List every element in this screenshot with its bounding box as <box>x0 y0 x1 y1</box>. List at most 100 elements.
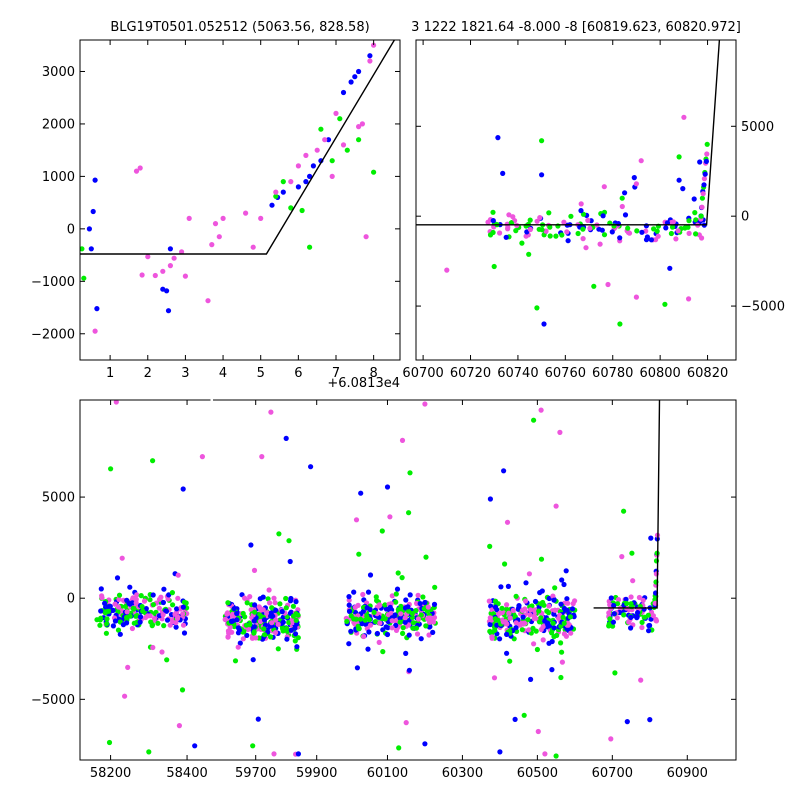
scatter-point <box>699 235 705 241</box>
scatter-point <box>549 667 555 673</box>
scatter-point <box>137 614 144 620</box>
scatter-point <box>149 623 155 629</box>
scatter-point <box>628 614 634 621</box>
scatter-point <box>675 228 681 234</box>
scatter-point <box>380 649 386 655</box>
scatter-point <box>173 624 179 630</box>
scatter-point <box>591 283 597 289</box>
scatter-point <box>383 606 389 612</box>
x-tick-label: 5 <box>257 366 265 381</box>
scatter-point <box>172 611 178 617</box>
scatter-point <box>504 631 510 638</box>
scatter-point-blue <box>280 189 286 195</box>
top-left-title: BLG19T0501.052512 (5063.56, 828.58) <box>110 20 369 35</box>
scatter-point <box>622 190 628 196</box>
scatter-point <box>160 612 166 618</box>
scatter-point <box>536 608 542 614</box>
scatter-point <box>261 626 267 632</box>
scatter-point <box>146 749 152 755</box>
scatter-point <box>150 592 156 598</box>
scatter-point <box>538 626 544 633</box>
scatter-point <box>542 751 548 757</box>
scatter-point-green <box>307 244 313 250</box>
scatter-point <box>558 674 564 681</box>
x-tick-label: 7 <box>332 366 340 381</box>
scatter-point <box>583 245 589 251</box>
model-line <box>416 40 721 226</box>
scatter-point <box>552 585 558 591</box>
scatter-point-green <box>318 126 324 132</box>
scatter-point <box>606 621 612 627</box>
scatter-point <box>271 751 277 757</box>
scatter-point <box>199 454 205 460</box>
scatter-point <box>98 615 104 621</box>
scatter-point <box>662 301 668 307</box>
scatter-point-blue <box>325 137 332 143</box>
scatter-point-pink <box>340 142 347 148</box>
scatter-point <box>237 640 243 646</box>
scatter-point <box>547 224 553 230</box>
scatter-point <box>507 615 513 621</box>
scatter-point <box>559 577 565 583</box>
x-tick-label: 2 <box>144 366 152 381</box>
x-tick-label: 8 <box>370 366 378 381</box>
scatter-point <box>563 633 570 639</box>
scatter-point <box>273 617 279 623</box>
bottom-left-plot-area <box>94 400 205 755</box>
scatter-point <box>181 630 188 636</box>
scatter-point <box>504 519 511 525</box>
top-left-x-offset: +6.0813e4 <box>327 376 400 391</box>
scatter-point <box>224 611 230 617</box>
scatter-point <box>680 186 686 192</box>
scatter-point <box>257 618 264 625</box>
scatter-point <box>519 240 525 246</box>
scatter-point <box>125 664 131 671</box>
x-tick-label: 60720 <box>450 366 491 381</box>
scatter-point <box>546 640 552 646</box>
scatter-point <box>506 212 512 218</box>
scatter-point <box>639 619 645 626</box>
x-tick-label: 60740 <box>497 366 538 381</box>
scatter-point <box>268 610 274 616</box>
scatter-point <box>612 670 618 676</box>
scatter-point <box>617 321 623 327</box>
scatter-point <box>500 170 506 176</box>
top-left-axes: 1 2 3 4 5 6 7 8 −2000 −1000 0 1000 2000 3000 <box>31 40 400 381</box>
scatter-point <box>686 230 692 236</box>
scatter-point <box>250 657 256 663</box>
scatter-point <box>640 597 646 604</box>
scatter-point <box>164 657 170 663</box>
scatter-point <box>432 584 438 590</box>
scatter-point <box>607 602 613 608</box>
scatter-point <box>422 599 428 606</box>
scatter-point <box>387 514 393 520</box>
scatter-point <box>551 597 557 603</box>
scatter-point <box>414 631 421 637</box>
x-tick-label: 60700 <box>402 366 443 381</box>
scatter-point <box>358 490 364 496</box>
scatter-point <box>634 228 640 234</box>
scatter-point <box>375 789 380 794</box>
scatter-point <box>544 620 551 626</box>
scatter-point <box>539 227 545 233</box>
scatter-point <box>360 591 366 598</box>
scatter-point <box>489 634 495 640</box>
scatter-point <box>520 614 526 620</box>
scatter-point <box>497 610 503 616</box>
scatter-point <box>406 617 412 624</box>
scatter-point <box>423 554 429 560</box>
scatter-point <box>559 649 565 655</box>
scatter-point <box>536 619 543 625</box>
scatter-point <box>104 621 110 627</box>
scatter-point <box>98 586 104 592</box>
scatter-point <box>284 636 290 642</box>
scatter-point <box>255 716 261 722</box>
scatter-point <box>546 603 552 609</box>
scatter-point <box>138 593 144 599</box>
scatter-point-pink <box>371 42 377 48</box>
scatter-point-pink <box>314 147 320 153</box>
scatter-point <box>240 610 246 617</box>
scatter-point-blue <box>164 288 170 294</box>
scatter-point <box>497 230 503 236</box>
